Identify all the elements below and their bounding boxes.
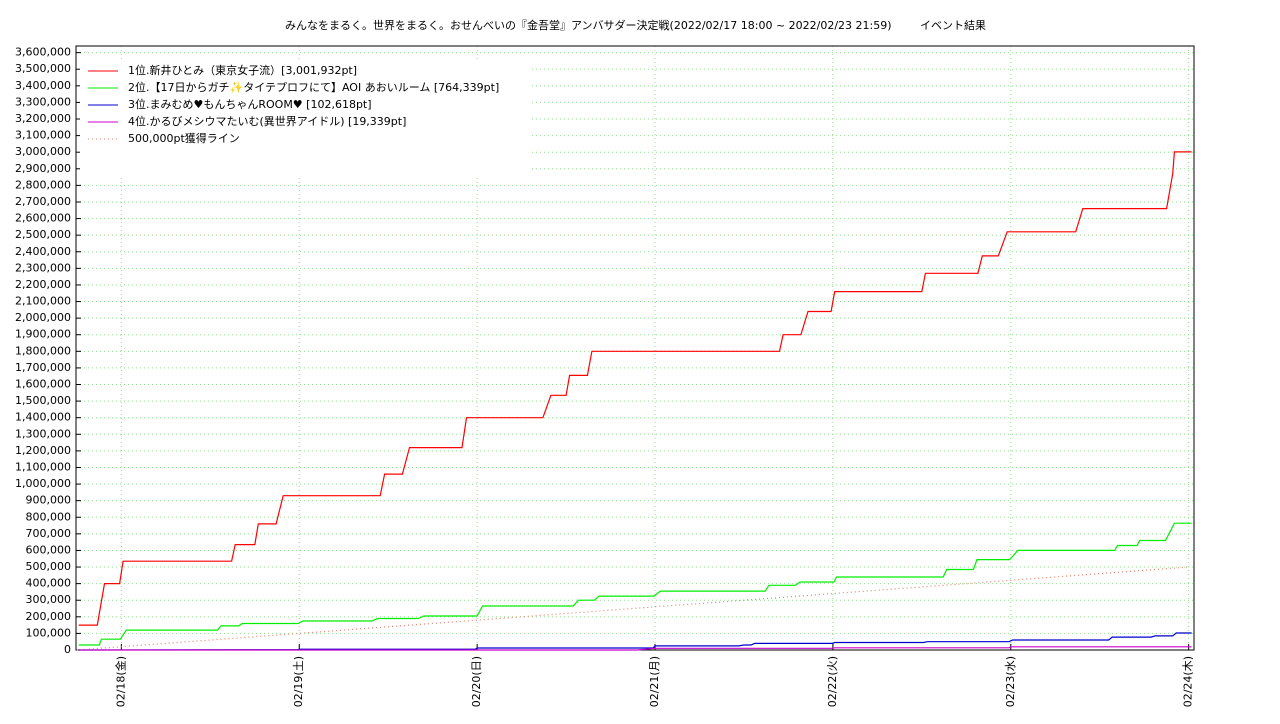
x-tick-label: 02/21(月) [648,656,661,707]
legend-label: 500,000pt獲得ライン [128,132,240,145]
series-line [78,522,1192,646]
chart-title: みんなをまるく。世界をまるく。おせんべいの『金吾堂』アンバサダー決定戦(2022… [285,18,892,32]
y-tick-label: 2,200,000 [15,278,71,291]
y-tick-label: 1,700,000 [15,361,71,374]
y-tick-label: 1,500,000 [15,394,71,407]
x-tick-label: 02/20(日) [470,656,483,707]
legend-box [80,60,530,175]
y-tick-label: 400,000 [26,577,72,590]
y-tick-label: 2,100,000 [15,295,71,308]
y-tick-label: 1,300,000 [15,427,71,440]
y-tick-label: 0 [64,643,71,656]
series-line [78,151,1192,626]
x-tick-label: 02/22(火) [826,656,839,707]
y-tick-label: 3,400,000 [15,79,71,92]
series-line [78,646,1192,651]
y-tick-label: 1,900,000 [15,328,71,341]
y-tick-label: 100,000 [26,626,72,639]
y-tick-label: 200,000 [26,610,72,623]
y-tick-label: 3,600,000 [15,46,71,59]
y-tick-label: 1,100,000 [15,460,71,473]
y-tick-label: 2,600,000 [15,212,71,225]
y-tick-label: 3,000,000 [15,145,71,158]
y-tick-label: 1,800,000 [15,344,71,357]
y-tick-label: 1,000,000 [15,477,71,490]
y-tick-label: 500,000 [26,560,72,573]
y-tick-label: 600,000 [26,543,72,556]
legend-label: 1位.新井ひとみ（東京女子流）[3,001,932pt] [128,63,357,77]
y-tick-label: 3,100,000 [15,129,71,142]
y-tick-label: 1,200,000 [15,444,71,457]
series-line [76,566,1189,651]
y-tick-label: 1,400,000 [15,411,71,424]
y-tick-label: 2,700,000 [15,195,71,208]
y-tick-label: 3,200,000 [15,112,71,125]
x-tick-label: 02/24(木) [1182,656,1195,707]
y-tick-label: 900,000 [26,494,72,507]
y-tick-label: 2,400,000 [15,245,71,258]
y-tick-label: 2,300,000 [15,261,71,274]
y-tick-label: 800,000 [26,510,72,523]
y-tick-label: 700,000 [26,527,72,540]
x-tick-label: 02/18(金) [113,656,127,707]
series-line [78,632,1192,651]
y-tick-label: 300,000 [26,593,72,606]
y-tick-label: 2,000,000 [15,311,71,324]
y-tick-label: 1,600,000 [15,378,71,391]
x-tick-label: 02/19(土) [292,656,305,707]
y-tick-label: 2,900,000 [15,162,71,175]
y-tick-label: 2,800,000 [15,178,71,191]
legend-label: 3位.まみむめ♥もんちゃんROOM♥ [102,618pt] [128,97,372,111]
legend-label: 2位.【17日からガチ✨タイテプロフにて】AOI あおいルーム [764,339… [128,80,499,94]
x-tick-label: 02/23(水) [1004,656,1017,707]
y-tick-label: 3,500,000 [15,62,71,75]
y-tick-label: 3,300,000 [15,95,71,108]
chart-subtitle: イベント結果 [920,18,986,32]
y-tick-label: 2,500,000 [15,228,71,241]
legend-label: 4位.かるびメシウマたいむ(異世界アイドル) [19,339pt] [128,114,406,128]
